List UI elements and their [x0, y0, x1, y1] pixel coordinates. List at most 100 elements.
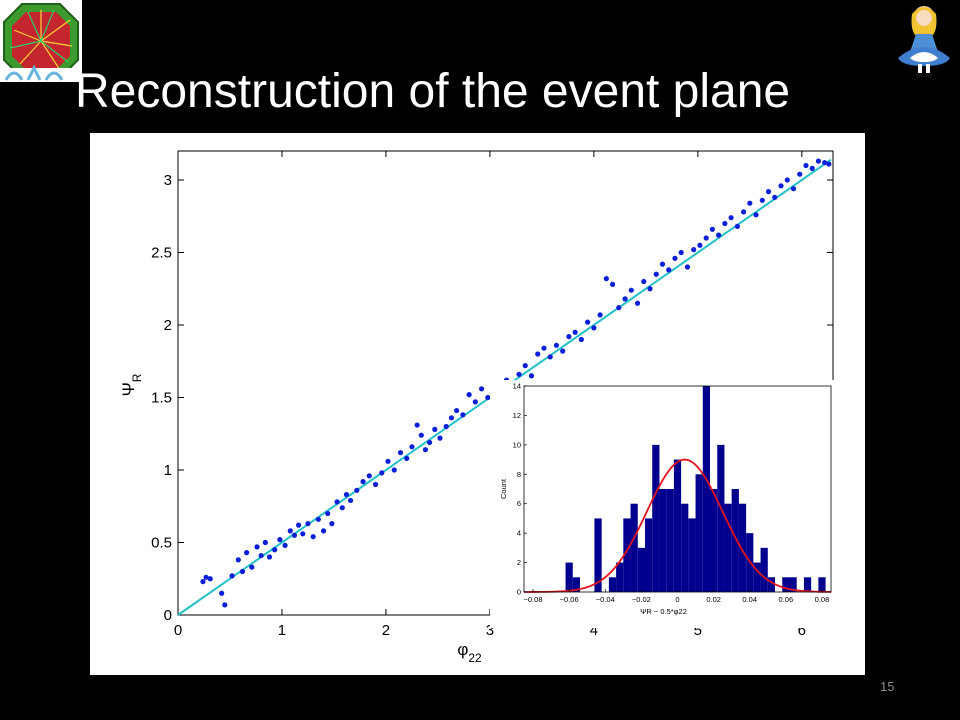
data-point	[287, 528, 293, 534]
inset-x-axis-label: ΨR − 0.5*φ22	[640, 607, 687, 616]
histogram-bar	[702, 386, 711, 592]
data-point	[310, 534, 316, 540]
x-tick-label: 2	[382, 622, 390, 639]
data-point	[315, 516, 321, 522]
data-point	[325, 510, 331, 517]
data-point	[437, 435, 443, 441]
data-point	[414, 422, 420, 428]
inset-y-tick-label: 4	[517, 529, 521, 538]
y-tick-label: 1.5	[151, 390, 172, 407]
figure-panel: 0 1 2 3 4 5 6 0 0.5 1 1.5 2 2.5 3 φ22 ΨR −0.08 −0.06 −0.0…	[90, 133, 865, 675]
x-tick-label: 0	[174, 622, 182, 639]
histogram-bar	[637, 547, 645, 592]
histogram-bar	[789, 577, 797, 592]
data-point	[219, 590, 225, 596]
data-point	[772, 194, 778, 200]
histogram-bar	[760, 547, 768, 592]
data-point	[734, 223, 740, 229]
data-point	[622, 296, 628, 302]
data-point	[409, 444, 415, 450]
histogram-bar	[782, 577, 790, 592]
data-point	[207, 576, 213, 582]
inset-x-tick-label: 0	[675, 595, 679, 604]
data-point	[578, 336, 584, 343]
data-point	[703, 235, 709, 241]
data-point	[759, 197, 765, 203]
cartoon-girl-icon	[886, 0, 960, 80]
data-point	[266, 554, 273, 560]
histogram-bar	[717, 444, 725, 592]
data-point	[385, 458, 391, 464]
histogram-bar	[666, 489, 674, 592]
data-point	[740, 209, 747, 215]
x-axis-label: φ22	[457, 640, 482, 665]
histogram-bar	[594, 518, 602, 592]
y-tick-label: 0	[164, 607, 172, 624]
histogram-bar	[681, 503, 689, 592]
x-tick-label: 3	[486, 622, 494, 639]
data-point	[339, 505, 345, 511]
data-point	[354, 487, 360, 493]
data-point	[277, 537, 283, 543]
inset-x-tick-label: −0.04	[596, 595, 615, 604]
histogram-inset: −0.08 −0.06 −0.04 −0.02 0 0.02 0.04 0.06 0.08 0 2 4…	[490, 380, 837, 628]
data-point	[296, 522, 302, 528]
y-tick-label: 0.5	[151, 535, 172, 552]
inset-x-tick-label: 0.06	[779, 595, 794, 604]
data-point	[272, 547, 278, 553]
data-point	[547, 354, 553, 360]
data-point	[666, 267, 672, 273]
data-point	[597, 312, 603, 318]
histogram-bar	[652, 444, 660, 592]
data-point	[404, 455, 410, 461]
data-point	[790, 186, 797, 192]
data-point	[443, 423, 449, 430]
data-point	[684, 264, 691, 270]
data-point	[541, 345, 547, 351]
data-point	[535, 351, 541, 357]
histogram-bar	[688, 518, 696, 592]
histogram-bar	[616, 562, 624, 592]
inset-y-axis-label: Count	[499, 478, 508, 499]
slide-title: Reconstruction of the event plane	[75, 65, 791, 118]
data-point	[254, 544, 260, 550]
inset-x-tick-label: −0.06	[560, 595, 579, 604]
data-point	[291, 532, 298, 538]
data-point	[628, 287, 634, 293]
data-point	[528, 373, 535, 379]
data-point	[432, 426, 438, 432]
data-point	[200, 579, 206, 585]
inset-y-tick-label: 2	[517, 558, 521, 567]
data-point	[366, 473, 372, 479]
histogram-bar	[644, 518, 653, 592]
inset-y-tick-label: 8	[517, 470, 521, 479]
histogram-bar	[695, 474, 703, 592]
data-point	[603, 276, 609, 282]
data-point	[716, 232, 722, 238]
data-point	[391, 467, 397, 473]
x-tick-label: 4	[590, 622, 598, 639]
inset-y-tick-label: 0	[517, 588, 521, 597]
histogram-bar	[738, 503, 747, 592]
histogram-bar	[724, 503, 732, 592]
histogram-bar	[565, 562, 573, 592]
histogram-bar	[753, 562, 761, 592]
inset-x-tick-label: 0.08	[815, 595, 830, 604]
data-point	[244, 550, 250, 556]
y-tick-label: 3	[164, 172, 172, 189]
inset-x-tick-label: −0.02	[632, 595, 651, 604]
data-point	[203, 574, 209, 580]
inset-y-tick-label: 6	[517, 499, 521, 508]
data-point	[448, 415, 455, 421]
data-point	[372, 481, 379, 488]
inset-y-tick-label: 14	[513, 382, 521, 391]
y-tick-label: 2	[164, 317, 172, 334]
x-tick-label: 5	[694, 622, 702, 639]
data-point	[466, 392, 472, 398]
data-point	[691, 247, 697, 253]
data-point	[334, 499, 340, 505]
data-point	[249, 564, 255, 570]
data-point	[634, 300, 641, 306]
data-point	[753, 212, 759, 218]
data-point	[427, 439, 433, 446]
